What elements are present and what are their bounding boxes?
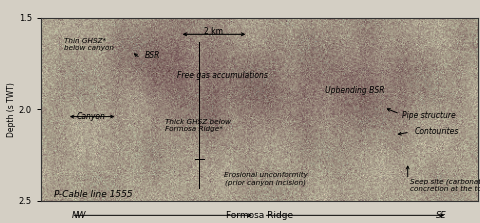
Text: BSR: BSR <box>145 51 160 60</box>
Text: Formosa Ridge: Formosa Ridge <box>226 211 293 220</box>
Text: Erosional unconformity
(prior canyon incision): Erosional unconformity (prior canyon inc… <box>224 172 308 186</box>
Text: Thin GHSZ*
below canyon: Thin GHSZ* below canyon <box>63 38 113 51</box>
Text: Contourites: Contourites <box>414 127 458 136</box>
Text: Free gas accumulations: Free gas accumulations <box>177 71 267 80</box>
Text: Seep site (carbonate
concretion at the top): Seep site (carbonate concretion at the t… <box>410 178 480 192</box>
Text: Canyon: Canyon <box>77 112 106 121</box>
Text: NW: NW <box>72 211 86 220</box>
Y-axis label: Depth (s TWT): Depth (s TWT) <box>7 82 16 137</box>
Text: Upbending BSR: Upbending BSR <box>324 87 384 95</box>
Text: 2 km: 2 km <box>204 27 223 36</box>
Text: Pipe structure: Pipe structure <box>402 111 456 120</box>
Text: Thick GHSZ below
Formosa Ridge*: Thick GHSZ below Formosa Ridge* <box>165 119 231 132</box>
Text: P-Cable line 1555: P-Cable line 1555 <box>54 190 132 199</box>
Text: SE: SE <box>436 211 447 220</box>
